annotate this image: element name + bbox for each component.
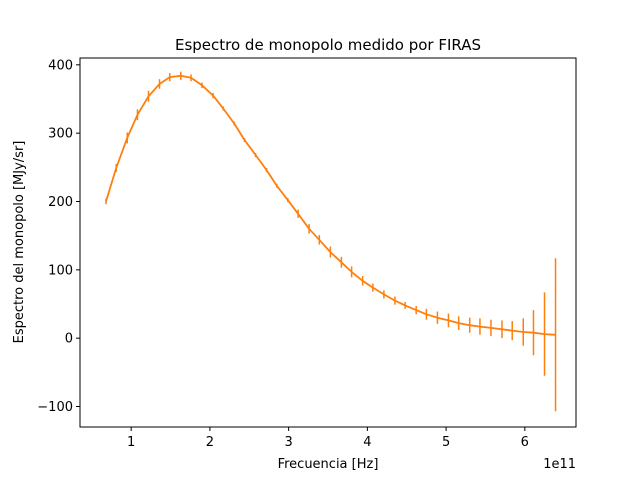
y-tick-label: 300 [48, 127, 73, 142]
x-axis-offset-label: 1e11 [543, 457, 576, 472]
x-tick-label: 4 [363, 435, 371, 450]
y-tick-label: 400 [48, 58, 73, 73]
y-axis-label: Espectro del monopolo [MJy/sr] [12, 141, 27, 344]
x-tick-label: 1 [127, 435, 135, 450]
plot-frame [79, 57, 577, 428]
chart-title: Espectro de monopolo medido por FIRAS [175, 36, 481, 54]
plot-marks [105, 71, 557, 412]
x-tick-label: 6 [521, 435, 529, 450]
y-tick-label: 0 [65, 332, 73, 347]
x-tick-label: 3 [284, 435, 292, 450]
x-tick-label: 5 [442, 435, 450, 450]
y-tick-label: 100 [48, 263, 73, 278]
x-axis: 1 2 3 4 5 6 [127, 427, 529, 450]
x-axis-label: Frecuencia [Hz] [278, 457, 379, 472]
y-tick-label: −100 [37, 400, 73, 415]
series-line [105, 74, 556, 336]
y-tick-label: 200 [48, 195, 73, 210]
y-axis: −100 0 100 200 300 400 [37, 58, 80, 415]
x-tick-label: 2 [206, 435, 214, 450]
